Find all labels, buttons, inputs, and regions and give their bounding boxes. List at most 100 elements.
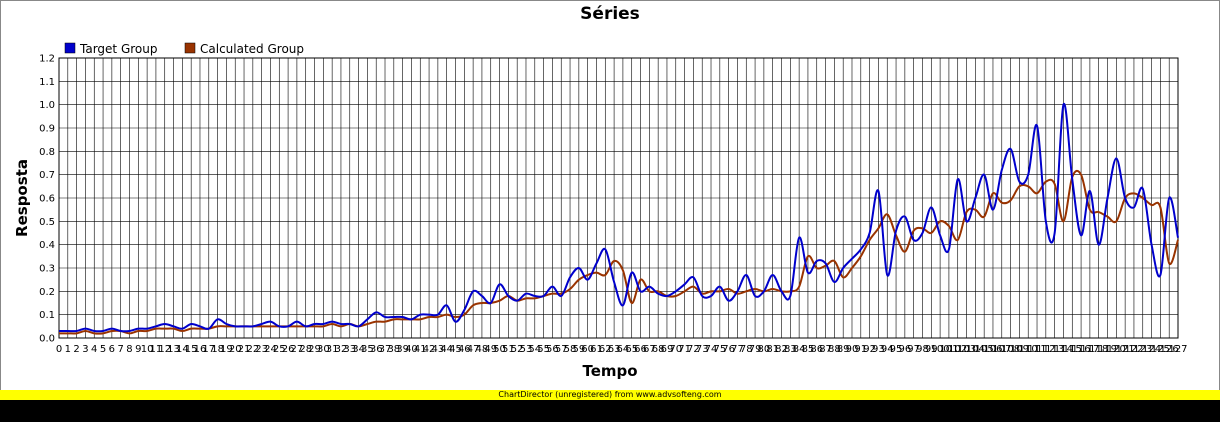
x-tick-label: 64 xyxy=(617,344,630,355)
chart-title: Séries xyxy=(580,4,640,24)
x-tick-label: 10 xyxy=(141,344,154,355)
x-tick-label: 111 xyxy=(1027,344,1046,355)
x-tick-label: 68 xyxy=(652,344,665,355)
x-tick-label: 12 xyxy=(158,344,171,355)
x-tick-label: 7 xyxy=(117,344,123,355)
x-tick-label: 52 xyxy=(511,344,524,355)
y-tick-label: 0.3 xyxy=(39,264,55,275)
x-tick-label: 75 xyxy=(713,344,726,355)
x-tick-label: 36 xyxy=(370,344,383,355)
x-tick-label: 57 xyxy=(555,344,568,355)
x-tick-label: 8 xyxy=(126,344,132,355)
x-tick-label: 74 xyxy=(705,344,718,355)
y-tick-label: 1.1 xyxy=(39,77,55,88)
x-tick-label: 94 xyxy=(881,344,894,355)
x-tick-label: 48 xyxy=(476,344,489,355)
x-tick-label: 76 xyxy=(722,344,735,355)
y-tick-label: 0.2 xyxy=(39,287,55,298)
y-axis-ticks: 0.0 0.1 0.2 0.3 0.4 0.5 0.6 0.7 0.8 0.9 1.0 1.1 1.2 xyxy=(39,54,55,345)
x-tick-label: 27 xyxy=(291,344,304,355)
x-tick-label: 86 xyxy=(810,344,823,355)
x-tick-label: 50 xyxy=(493,344,506,355)
x-tick-label: 60 xyxy=(581,344,594,355)
y-tick-label: 0.0 xyxy=(39,334,55,345)
x-tick-label: 55 xyxy=(537,344,550,355)
y-tick-label: 1.2 xyxy=(39,54,55,65)
x-tick-label: 39 xyxy=(396,344,409,355)
y-tick-label: 0.5 xyxy=(39,217,55,228)
x-tick-label: 6 xyxy=(109,344,115,355)
x-tick-label: 127 xyxy=(1168,344,1187,355)
x-tick-label: 118 xyxy=(1089,344,1108,355)
x-tick-label: 83 xyxy=(784,344,797,355)
y-tick-label: 0.7 xyxy=(39,170,55,181)
x-tick-label: 23 xyxy=(255,344,268,355)
y-tick-label: 0.8 xyxy=(39,147,55,158)
x-tick-label: 19 xyxy=(220,344,233,355)
x-tick-label: 62 xyxy=(599,344,612,355)
x-tick-label: 38 xyxy=(387,344,400,355)
x-tick-label: 99 xyxy=(925,344,938,355)
x-tick-label: 65 xyxy=(625,344,638,355)
x-tick-label: 32 xyxy=(335,344,348,355)
x-tick-label: 28 xyxy=(299,344,312,355)
x-tick-label: 106 xyxy=(983,344,1002,355)
x-tick-label: 34 xyxy=(352,344,365,355)
y-tick-label: 0.1 xyxy=(39,310,55,321)
x-tick-label: 126 xyxy=(1160,344,1179,355)
x-tick-label: 61 xyxy=(590,344,603,355)
x-tick-label: 49 xyxy=(484,344,497,355)
x-tick-label: 91 xyxy=(854,344,867,355)
x-tick-label: 40 xyxy=(405,344,418,355)
x-axis-label: Tempo xyxy=(582,362,637,380)
x-tick-label: 18 xyxy=(211,344,224,355)
x-tick-label: 116 xyxy=(1072,344,1091,355)
x-tick-label: 95 xyxy=(890,344,903,355)
x-tick-label: 3 xyxy=(82,344,88,355)
x-tick-label: 13 xyxy=(167,344,180,355)
x-tick-label: 82 xyxy=(775,344,788,355)
x-tick-label: 70 xyxy=(669,344,682,355)
x-tick-label: 67 xyxy=(643,344,656,355)
chart-canvas: Séries 0.0 0.1 0.2 0.3 0.4 0.5 0.6 0.7 0.8 0.9 1.0… xyxy=(0,0,1220,400)
x-tick-label: 15 xyxy=(185,344,198,355)
series-line-target-group xyxy=(59,102,1179,333)
x-tick-label: 124 xyxy=(1142,344,1161,355)
x-tick-label: 24 xyxy=(264,344,277,355)
footer-credit: ChartDirector (unregistered) from www.ad… xyxy=(498,390,722,399)
x-axis-ticks: 0 1 2 3 4 5 6 7 8 9 101112131415161718192021222324… xyxy=(56,344,1188,355)
y-tick-label: 0.6 xyxy=(39,194,55,205)
y-tick-label: 1.0 xyxy=(39,100,55,111)
x-tick-label: 25 xyxy=(273,344,286,355)
x-tick-label: 42 xyxy=(423,344,436,355)
x-tick-label: 87 xyxy=(819,344,832,355)
x-tick-label: 31 xyxy=(326,344,339,355)
x-tick-label: 51 xyxy=(502,344,515,355)
x-tick-label: 44 xyxy=(440,344,453,355)
x-tick-label: 92 xyxy=(863,344,876,355)
x-tick-label: 35 xyxy=(361,344,374,355)
x-tick-label: 109 xyxy=(1010,344,1029,355)
x-tick-label: 90 xyxy=(846,344,859,355)
x-tick-label: 69 xyxy=(661,344,674,355)
x-tick-label: 45 xyxy=(449,344,462,355)
x-tick-label: 103 xyxy=(957,344,976,355)
x-tick-label: 114 xyxy=(1054,344,1073,355)
x-tick-label: 58 xyxy=(564,344,577,355)
x-tick-label: 117 xyxy=(1080,344,1099,355)
x-tick-label: 11 xyxy=(150,344,163,355)
x-tick-label: 54 xyxy=(528,344,541,355)
x-tick-label: 72 xyxy=(687,344,700,355)
x-tick-label: 71 xyxy=(678,344,691,355)
x-tick-label: 66 xyxy=(634,344,647,355)
y-tick-label: 0.4 xyxy=(39,240,55,251)
x-tick-label: 16 xyxy=(194,344,207,355)
x-tick-label: 46 xyxy=(458,344,471,355)
x-tick-label: 105 xyxy=(975,344,994,355)
x-tick-label: 93 xyxy=(872,344,885,355)
x-tick-label: 63 xyxy=(608,344,621,355)
x-tick-label: 123 xyxy=(1133,344,1152,355)
x-tick-label: 29 xyxy=(308,344,321,355)
x-tick-label: 81 xyxy=(766,344,779,355)
